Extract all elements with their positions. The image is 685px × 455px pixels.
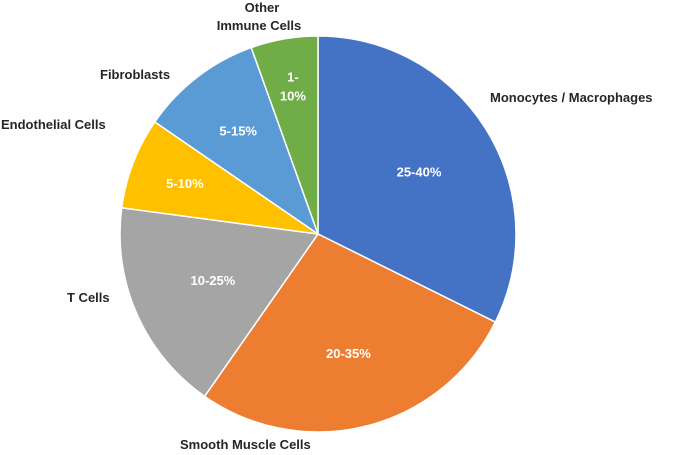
- slice-category-label: Fibroblasts: [100, 67, 170, 82]
- pie-slice-monocytes-macrophages: [317, 35, 517, 324]
- pie-slice-other-immune-cells: [250, 35, 319, 235]
- slice-value-label: 5-15%: [219, 124, 257, 139]
- slice-value-label: 25-40%: [397, 164, 442, 179]
- slice-value-label: 20-35%: [326, 346, 371, 361]
- slice-value-label: 10-25%: [190, 273, 235, 288]
- slice-value-label: 1-10%: [280, 70, 306, 104]
- slice-category-label: Other Immune Cells: [217, 0, 302, 33]
- slice-category-label: T Cells: [67, 290, 110, 305]
- slice-value-label: 5-10%: [166, 176, 204, 191]
- pie-slice-smooth-muscle-cells: [203, 233, 497, 433]
- pie-slice-fibroblasts: [153, 46, 320, 236]
- slice-category-label: Smooth Muscle Cells: [180, 437, 311, 452]
- pie-slice-t-cells: [119, 206, 320, 398]
- slice-category-label: Monocytes / Macrophages: [490, 90, 653, 105]
- slice-category-label: Endothelial Cells: [1, 117, 106, 132]
